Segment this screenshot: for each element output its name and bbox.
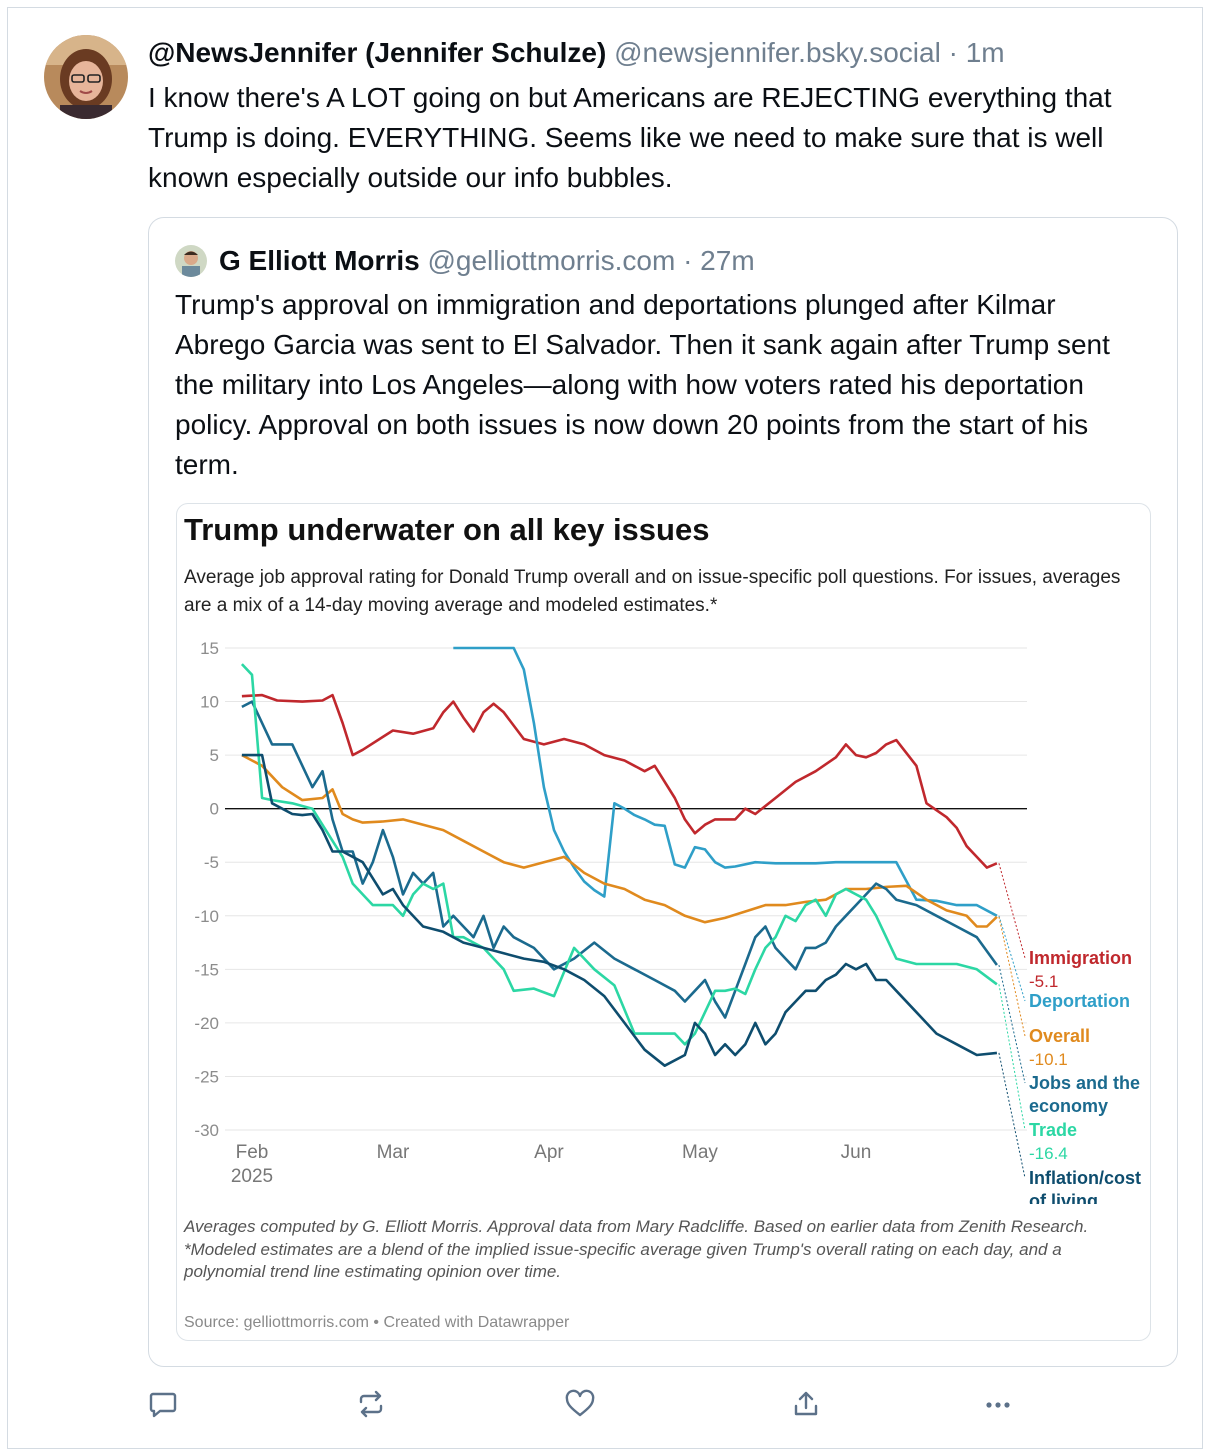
series-value-label: -16.4 xyxy=(1029,1144,1068,1163)
post-time[interactable]: 1m xyxy=(965,37,1005,68)
author-handle[interactable]: @newsjennifer.bsky.social xyxy=(614,37,941,68)
quoted-author-name[interactable]: G Elliott Morris xyxy=(219,245,420,276)
y-tick-label: 15 xyxy=(200,639,219,658)
y-tick-label: -5 xyxy=(204,853,219,872)
series-label: economy xyxy=(1029,1096,1108,1116)
series-line-trade xyxy=(240,663,998,1046)
label-leader-line xyxy=(998,916,1026,1037)
y-tick-label: 0 xyxy=(210,800,219,819)
label-leader-line xyxy=(998,1052,1026,1179)
heart-icon xyxy=(565,1389,595,1417)
chart-subtitle: Average job approval rating for Donald T… xyxy=(184,567,1121,616)
series-label: of living xyxy=(1029,1191,1098,1204)
y-tick-label: 10 xyxy=(200,693,219,712)
chart-source: Source: gelliottmorris.com • Created wit… xyxy=(184,1314,570,1331)
ellipsis-icon xyxy=(986,1402,1010,1408)
label-leader-line xyxy=(998,984,1026,1131)
quoted-author-handle[interactable]: @gelliottmorris.com xyxy=(427,245,676,276)
chart-note-2: *Modeled estimates are a blend of the im… xyxy=(184,1239,1062,1282)
x-tick-label: Feb xyxy=(236,1142,269,1163)
x-tick-label: Apr xyxy=(534,1142,564,1163)
author-name[interactable]: @NewsJennifer (Jennifer Schulze) xyxy=(148,37,607,68)
series-label: Jobs and the xyxy=(1029,1073,1140,1093)
share-icon xyxy=(794,1391,818,1416)
author-avatar[interactable] xyxy=(44,35,128,119)
post-header: @NewsJennifer (Jennifer Schulze) @newsje… xyxy=(148,36,1005,70)
series-line-deportation xyxy=(453,646,998,917)
quoted-author-avatar[interactable] xyxy=(175,245,207,277)
label-leader-line xyxy=(998,964,1026,1084)
post-text: I know there's A LOT going on but Americ… xyxy=(148,82,1112,193)
share-button[interactable] xyxy=(786,1384,826,1424)
line-chart: 15 10 5 0 -5 -10 -15 -20 -25 -30 Feb 2025 Mar Apr May J… xyxy=(194,639,1141,1204)
quoted-post-header: G Elliott Morris @gelliottmorris.com · 2… xyxy=(219,244,755,278)
x-tick-label: May xyxy=(682,1142,718,1163)
y-tick-label: -20 xyxy=(194,1014,219,1033)
separator-dot: · xyxy=(948,37,958,68)
series-line-immigration xyxy=(241,693,998,869)
y-tick-label: -10 xyxy=(194,907,219,926)
series-label: Immigration xyxy=(1029,948,1132,968)
series-line-jobs-and-the-economy xyxy=(241,700,998,1019)
chart-note-1: Averages computed by G. Elliott Morris. … xyxy=(184,1217,1089,1236)
separator-dot: · xyxy=(683,245,693,276)
y-tick-label: -25 xyxy=(194,1067,219,1086)
series-value-label: -10.1 xyxy=(1029,1050,1068,1069)
series-label: Deportation xyxy=(1029,991,1130,1011)
repost-icon xyxy=(359,1390,383,1418)
label-leader-line xyxy=(998,863,1026,959)
series-value-label: -5.1 xyxy=(1029,972,1058,991)
like-button[interactable] xyxy=(560,1384,600,1424)
post-card xyxy=(7,7,1203,1449)
quoted-post-time[interactable]: 27m xyxy=(700,245,755,276)
chart-notes: Averages computed by G. Elliott Morris. … xyxy=(184,1216,1139,1284)
reply-icon xyxy=(149,1392,177,1418)
quoted-post-text: Trump's approval on immigration and depo… xyxy=(175,289,1110,480)
x-tick-sublabel: 2025 xyxy=(231,1166,273,1187)
y-tick-label: -15 xyxy=(194,960,219,979)
series-line-inflation-cost-of-living xyxy=(241,753,998,1067)
y-tick-label: -30 xyxy=(194,1121,219,1140)
repost-button[interactable] xyxy=(351,1384,391,1424)
more-options-button[interactable] xyxy=(978,1384,1018,1424)
quoted-post[interactable]: G Elliott Morris @gelliottmorris.com · 2… xyxy=(148,217,1178,1367)
x-tick-label: Mar xyxy=(377,1142,410,1163)
chart-title: Trump underwater on all key issues xyxy=(184,512,710,547)
reply-button[interactable] xyxy=(143,1384,183,1424)
x-tick-label: Jun xyxy=(841,1142,872,1163)
series-label: Overall xyxy=(1029,1026,1090,1046)
series-line-overall xyxy=(241,753,998,928)
post-actions xyxy=(0,1384,1210,1424)
series-label: Trade xyxy=(1029,1120,1077,1140)
series-label: Inflation/cost xyxy=(1029,1168,1141,1188)
chart-image[interactable]: Trump underwater on all key issues Avera… xyxy=(176,503,1151,1341)
y-tick-label: 5 xyxy=(210,746,219,765)
label-leader-line xyxy=(998,915,1026,1002)
